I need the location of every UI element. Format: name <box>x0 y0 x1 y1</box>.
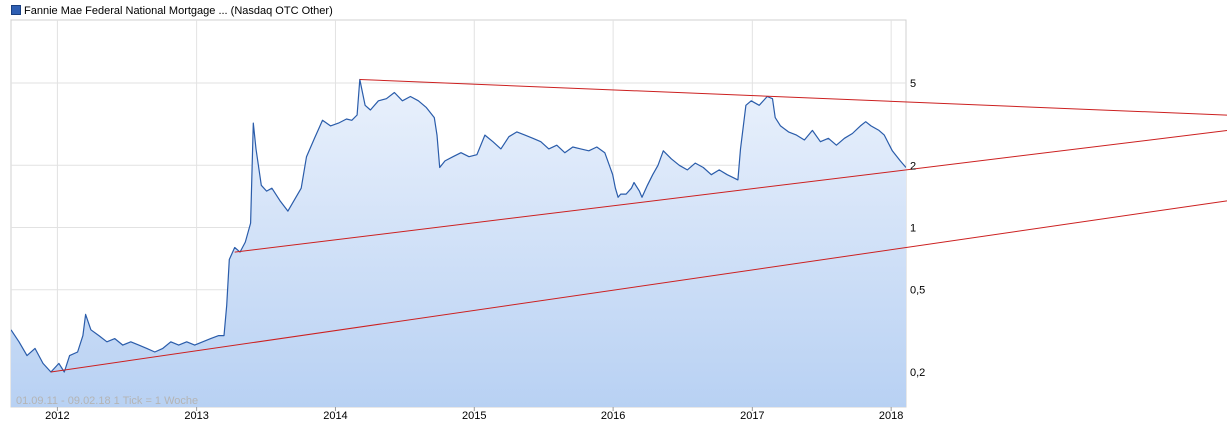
x-tick-label: 2018 <box>879 410 903 422</box>
y-tick-label: 1 <box>910 223 916 235</box>
area-layer <box>11 78 906 407</box>
legend-swatch <box>11 5 21 15</box>
y-axis-labels: 5 2 1 0,5 0,2 <box>910 78 925 379</box>
y-tick-label: 2 <box>910 160 916 172</box>
trendline <box>50 200 1227 373</box>
x-tick-label: 2013 <box>184 410 208 422</box>
y-tick-label: 0,2 <box>910 367 925 379</box>
x-tick-label: 2014 <box>323 410 347 422</box>
x-tick-label: 2017 <box>740 410 764 422</box>
trendline <box>359 78 1227 116</box>
trendline-layer <box>50 78 1227 373</box>
legend-label: Fannie Mae Federal National Mortgage ...… <box>24 5 333 17</box>
x-axis-labels: 2012 2013 2014 2015 2016 2017 2018 <box>45 410 903 422</box>
period-label: 01.09.11 - 09.02.18 1 Tick = 1 Woche <box>16 395 199 407</box>
trendline <box>234 130 1227 253</box>
legend: Fannie Mae Federal National Mortgage ...… <box>11 5 333 18</box>
x-tick-label: 2016 <box>601 410 625 422</box>
price-line <box>11 78 906 373</box>
x-tick-label: 2015 <box>462 410 486 422</box>
price-area <box>11 79 906 407</box>
x-tick-label: 2012 <box>45 410 69 422</box>
y-tick-label: 0,5 <box>910 285 925 297</box>
y-tick-label: 5 <box>910 78 916 90</box>
